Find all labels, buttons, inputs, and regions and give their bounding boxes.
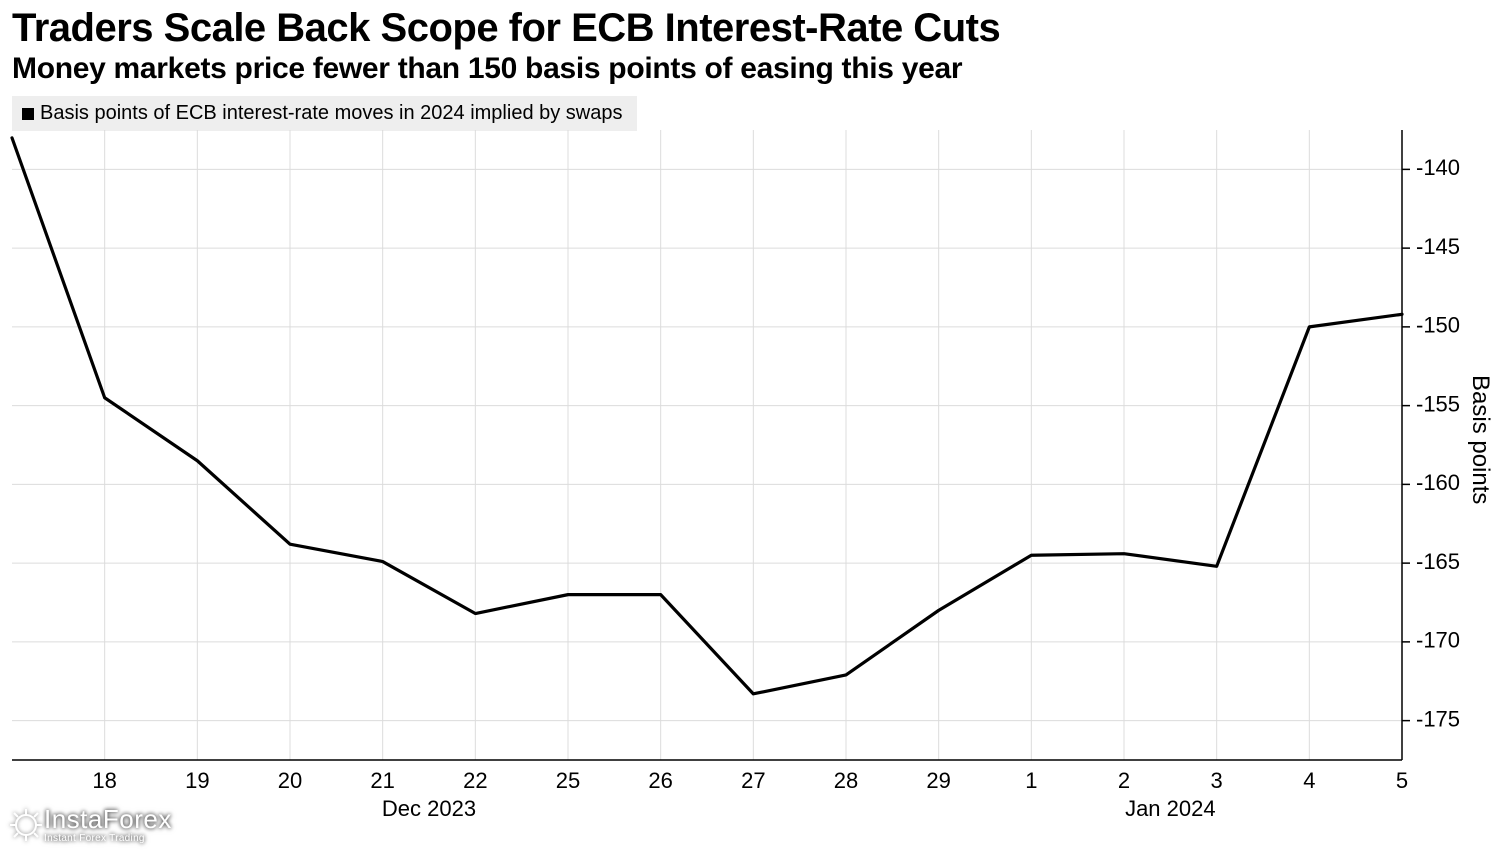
y-tick-label: -170 (1416, 628, 1460, 653)
x-month-label: Jan 2024 (1125, 796, 1216, 821)
x-tick-label: 1 (1025, 768, 1037, 793)
x-tick-label: 26 (648, 768, 672, 793)
chart-container: { "title": "Traders Scale Back Scope for… (0, 0, 1500, 850)
x-tick-label: 19 (185, 768, 209, 793)
y-tick-label: -165 (1416, 549, 1460, 574)
y-tick-label: -150 (1416, 313, 1460, 338)
y-tick-label: -160 (1416, 470, 1460, 495)
x-tick-label: 27 (741, 768, 765, 793)
y-tick-label: -155 (1416, 391, 1460, 416)
y-axis-title: Basis points (1466, 375, 1494, 504)
watermark: InstaForex Instant Forex Trading (8, 806, 172, 844)
x-tick-label: 3 (1211, 768, 1223, 793)
watermark-brand: InstaForex (44, 806, 172, 832)
x-month-label: Dec 2023 (382, 796, 476, 821)
x-tick-label: 22 (463, 768, 487, 793)
x-tick-label: 5 (1396, 768, 1408, 793)
x-tick-label: 28 (834, 768, 858, 793)
y-tick-label: -140 (1416, 155, 1460, 180)
y-tick-label: -175 (1416, 706, 1460, 731)
x-tick-label: 29 (926, 768, 950, 793)
x-tick-label: 4 (1303, 768, 1315, 793)
y-tick-label: -145 (1416, 234, 1460, 259)
x-tick-label: 18 (92, 768, 116, 793)
x-tick-label: 20 (278, 768, 302, 793)
x-tick-label: 2 (1118, 768, 1130, 793)
chart-svg: -140-145-150-155-160-165-170-17518192021… (0, 0, 1500, 850)
x-tick-label: 21 (370, 768, 394, 793)
watermark-tagline: Instant Forex Trading (44, 834, 172, 844)
x-tick-label: 25 (556, 768, 580, 793)
data-line (12, 138, 1402, 694)
watermark-icon (8, 807, 44, 843)
